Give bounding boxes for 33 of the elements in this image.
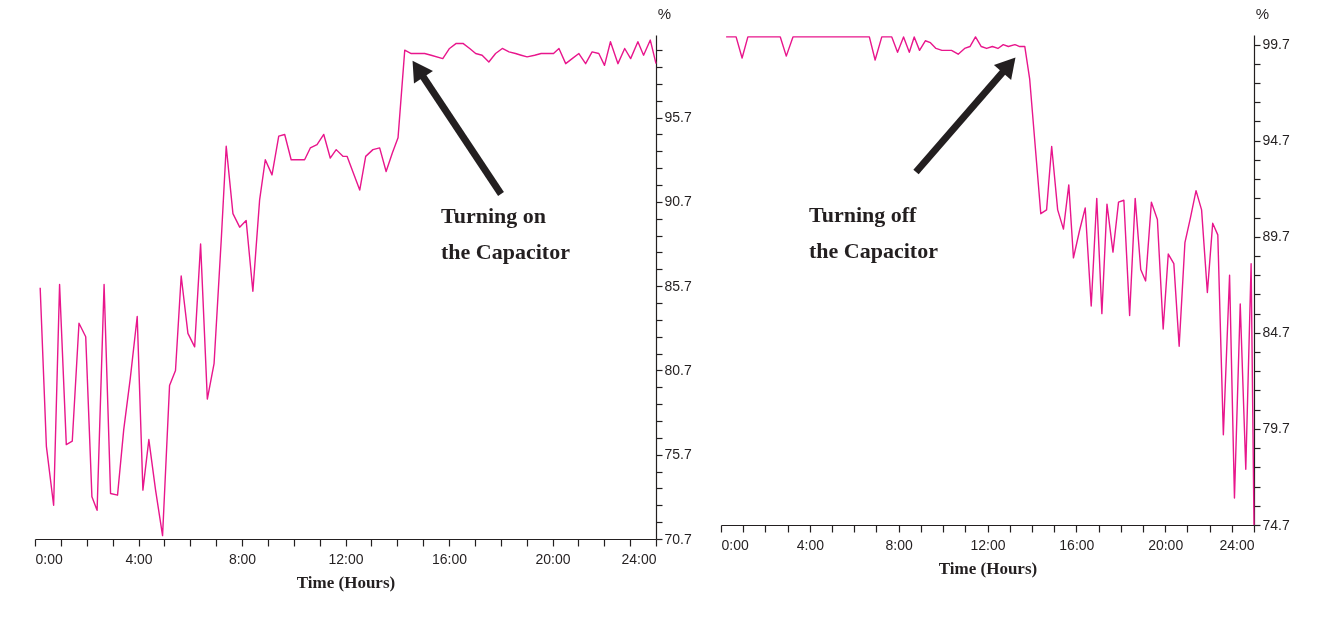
annotation: Turning off the Capacitor: [809, 202, 939, 263]
x-tick-label: 8:00: [885, 536, 913, 553]
y-tick-label: 84.7: [1262, 324, 1290, 341]
x-tick-label: 20:00: [535, 550, 571, 567]
x-tick-label: 4:00: [796, 536, 825, 553]
x-tick-label: 0:00: [35, 550, 63, 567]
x-tick-label: 12:00: [328, 550, 364, 567]
x-tick-label: 16:00: [1059, 536, 1095, 553]
x-axis-title: Time (Hours): [938, 558, 1038, 578]
y-tick-label: 89.7: [1262, 228, 1290, 245]
y-tick-label: 95.7: [664, 109, 692, 126]
y-tick-label: 99.7: [1262, 36, 1290, 53]
y-tick-label: 79.7: [1262, 420, 1290, 437]
x-axis-title: Time (Hours): [296, 572, 396, 592]
x-tick-label: 24:00: [621, 550, 657, 567]
y-tick-label: 75.7: [664, 446, 692, 463]
x-tick-label: 24:00: [1219, 536, 1255, 553]
x-tick-label: 0:00: [721, 536, 749, 553]
y-tick-label: 94.7: [1262, 132, 1290, 149]
y-tick-label: 90.7: [664, 193, 692, 210]
y-tick-label: 70.7: [664, 530, 692, 547]
x-tick-label: 16:00: [431, 550, 468, 567]
x-tick-label: 8:00: [228, 550, 257, 567]
annotation: Turning on the Capacitor: [441, 203, 571, 264]
y-tick-label: 74.7: [1262, 516, 1290, 533]
y-tick-label: 80.7: [664, 361, 692, 378]
x-tick-label: 20:00: [1148, 536, 1184, 553]
y-tick-label: 85.7: [664, 277, 692, 294]
line-series: [39, 39, 657, 537]
y-axis-title: %: [1255, 4, 1270, 22]
x-tick-label: 12:00: [970, 536, 1006, 553]
x-tick-label: 4:00: [125, 550, 153, 567]
y-axis-title: %: [657, 4, 672, 22]
